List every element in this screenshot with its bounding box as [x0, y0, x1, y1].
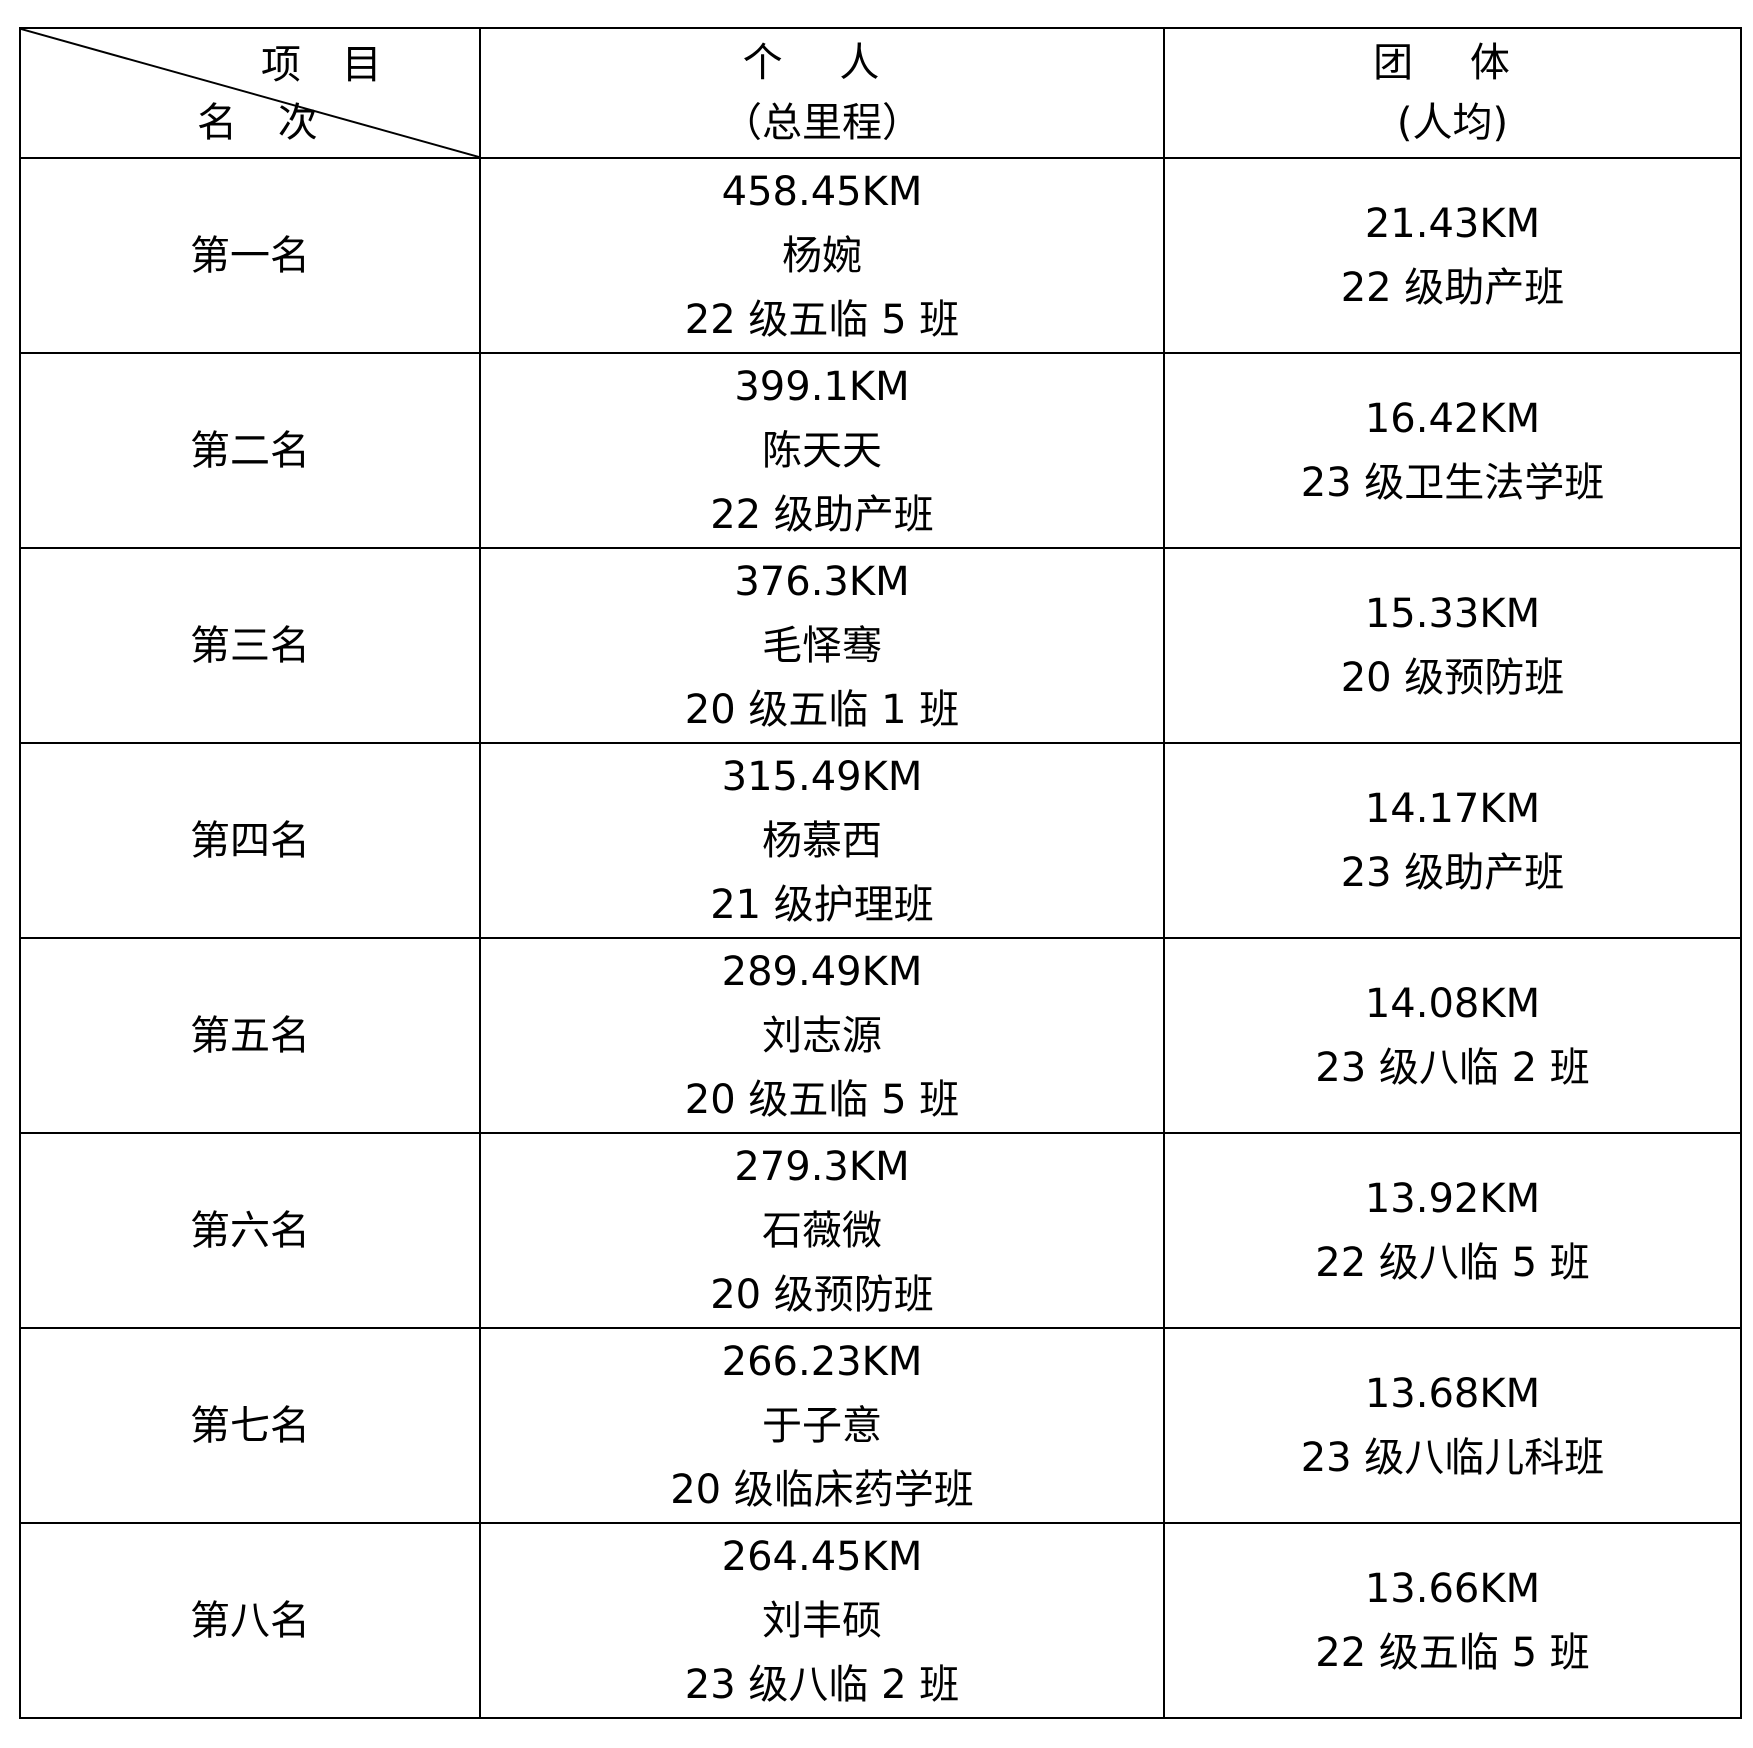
ind-km: 279.3KM	[734, 1143, 910, 1190]
ranking-table: 项 目 名 次 个 人 （总里程） 团 体 (人均) 第一名 458.45KM 杨婉…	[19, 27, 1742, 1719]
rank: 第四名	[190, 817, 310, 864]
team-header-cell: 团 体 (人均)	[1163, 27, 1742, 159]
rank: 第七名	[190, 1402, 310, 1449]
ind-class: 23 级八临 2 班	[684, 1661, 960, 1708]
ind-class: 20 级五临 5 班	[684, 1076, 960, 1123]
diagonal-line	[21, 29, 479, 157]
table-row: 第七名 266.23KM 于子意 20 级临床药学班 13.68KM 23 级八临儿科班	[19, 1327, 1742, 1524]
ind-km: 264.45KM	[721, 1533, 923, 1580]
ind-km: 376.3KM	[734, 558, 910, 605]
corner-header-cell: 项 目 名 次	[19, 27, 481, 159]
team-cell: 21.43KM 22 级助产班	[1163, 157, 1742, 354]
ind-km: 399.1KM	[734, 363, 910, 410]
rank-cell: 第七名	[19, 1327, 481, 1524]
team-cell: 14.08KM 23 级八临 2 班	[1163, 937, 1742, 1134]
ind-km: 289.49KM	[721, 948, 923, 995]
ind-name: 毛怿骞	[762, 622, 882, 669]
individual-subheader: （总里程）	[722, 100, 922, 146]
table-row: 第一名 458.45KM 杨婉 22 级五临 5 班 21.43KM 22 级助产班	[19, 157, 1742, 354]
ind-name: 杨婉	[782, 232, 862, 279]
rank-cell: 第八名	[19, 1522, 481, 1719]
table-row: 第八名 264.45KM 刘丰硕 23 级八临 2 班 13.66KM 22 级五临 5 …	[19, 1522, 1742, 1719]
team-class: 22 级八临 5 班	[1315, 1239, 1590, 1286]
individual-header-cell: 个 人 （总里程）	[479, 27, 1165, 159]
ind-class: 20 级预防班	[710, 1271, 934, 1318]
rank-cell: 第六名	[19, 1132, 481, 1329]
table-row: 第四名 315.49KM 杨慕西 21 级护理班 14.17KM 23 级助产班	[19, 742, 1742, 939]
ind-class: 20 级临床药学班	[670, 1466, 974, 1513]
team-class: 20 级预防班	[1340, 654, 1565, 701]
rank-cell: 第二名	[19, 352, 481, 549]
corner-rank-label: 名 次	[197, 100, 332, 146]
individual-cell: 289.49KM 刘志源 20 级五临 5 班	[479, 937, 1165, 1134]
rank: 第六名	[190, 1207, 310, 1254]
header-row: 项 目 名 次 个 人 （总里程） 团 体 (人均)	[19, 27, 1742, 159]
table-row: 第二名 399.1KM 陈天天 22 级助产班 16.42KM 23 级卫生法学班	[19, 352, 1742, 549]
rank-cell: 第三名	[19, 547, 481, 744]
team-km: 13.66KM	[1364, 1565, 1541, 1612]
rank: 第八名	[190, 1597, 310, 1644]
team-header: 团 体	[1373, 40, 1532, 86]
ind-class: 22 级五临 5 班	[684, 296, 960, 343]
team-class: 23 级八临儿科班	[1300, 1434, 1605, 1481]
ind-km: 458.45KM	[721, 168, 923, 215]
team-km: 13.92KM	[1364, 1175, 1541, 1222]
table-row: 第三名 376.3KM 毛怿骞 20 级五临 1 班 15.33KM 20 级预防班	[19, 547, 1742, 744]
ind-name: 陈天天	[762, 427, 882, 474]
individual-cell: 315.49KM 杨慕西 21 级护理班	[479, 742, 1165, 939]
ind-name: 刘志源	[762, 1012, 882, 1059]
team-class: 22 级助产班	[1340, 264, 1565, 311]
rank-cell: 第一名	[19, 157, 481, 354]
individual-cell: 458.45KM 杨婉 22 级五临 5 班	[479, 157, 1165, 354]
team-cell: 15.33KM 20 级预防班	[1163, 547, 1742, 744]
rank-cell: 第四名	[19, 742, 481, 939]
individual-cell: 376.3KM 毛怿骞 20 级五临 1 班	[479, 547, 1165, 744]
individual-cell: 399.1KM 陈天天 22 级助产班	[479, 352, 1165, 549]
ind-name: 石薇微	[762, 1207, 882, 1254]
rank: 第一名	[190, 232, 310, 279]
team-class: 23 级助产班	[1340, 849, 1565, 896]
ind-name: 刘丰硕	[762, 1597, 882, 1644]
ind-class: 20 级五临 1 班	[684, 686, 960, 733]
individual-cell: 266.23KM 于子意 20 级临床药学班	[479, 1327, 1165, 1524]
corner-item-label: 项 目	[261, 42, 396, 88]
rank: 第二名	[190, 427, 310, 474]
team-class: 23 级八临 2 班	[1315, 1044, 1590, 1091]
individual-cell: 264.45KM 刘丰硕 23 级八临 2 班	[479, 1522, 1165, 1719]
team-cell: 13.92KM 22 级八临 5 班	[1163, 1132, 1742, 1329]
team-cell: 13.68KM 23 级八临儿科班	[1163, 1327, 1742, 1524]
individual-header: 个 人	[742, 40, 902, 86]
team-cell: 16.42KM 23 级卫生法学班	[1163, 352, 1742, 549]
team-cell: 13.66KM 22 级五临 5 班	[1163, 1522, 1742, 1719]
team-km: 14.08KM	[1364, 980, 1541, 1027]
team-class: 23 级卫生法学班	[1300, 459, 1605, 506]
rank: 第三名	[190, 622, 310, 669]
team-km: 16.42KM	[1364, 395, 1541, 442]
ind-km: 315.49KM	[721, 753, 923, 800]
team-km: 13.68KM	[1364, 1370, 1541, 1417]
ind-class: 21 级护理班	[710, 881, 934, 928]
ind-name: 于子意	[762, 1402, 882, 1449]
ind-class: 22 级助产班	[710, 491, 934, 538]
rank: 第五名	[190, 1012, 310, 1059]
ind-name: 杨慕西	[762, 817, 882, 864]
rank-cell: 第五名	[19, 937, 481, 1134]
team-km: 21.43KM	[1364, 200, 1541, 247]
team-subheader: (人均)	[1396, 100, 1509, 146]
table-row: 第六名 279.3KM 石薇微 20 级预防班 13.92KM 22 级八临 5 班	[19, 1132, 1742, 1329]
team-km: 15.33KM	[1364, 590, 1541, 637]
table-row: 第五名 289.49KM 刘志源 20 级五临 5 班 14.08KM 23 级八临 2 …	[19, 937, 1742, 1134]
team-km: 14.17KM	[1364, 785, 1541, 832]
team-class: 22 级五临 5 班	[1315, 1629, 1590, 1676]
ind-km: 266.23KM	[721, 1338, 923, 1385]
team-cell: 14.17KM 23 级助产班	[1163, 742, 1742, 939]
individual-cell: 279.3KM 石薇微 20 级预防班	[479, 1132, 1165, 1329]
